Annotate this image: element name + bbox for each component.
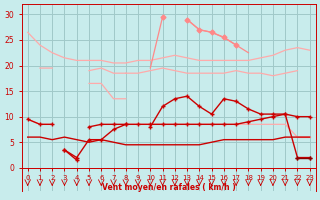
- X-axis label: Vent moyen/en rafales ( km/h ): Vent moyen/en rafales ( km/h ): [102, 183, 236, 192]
